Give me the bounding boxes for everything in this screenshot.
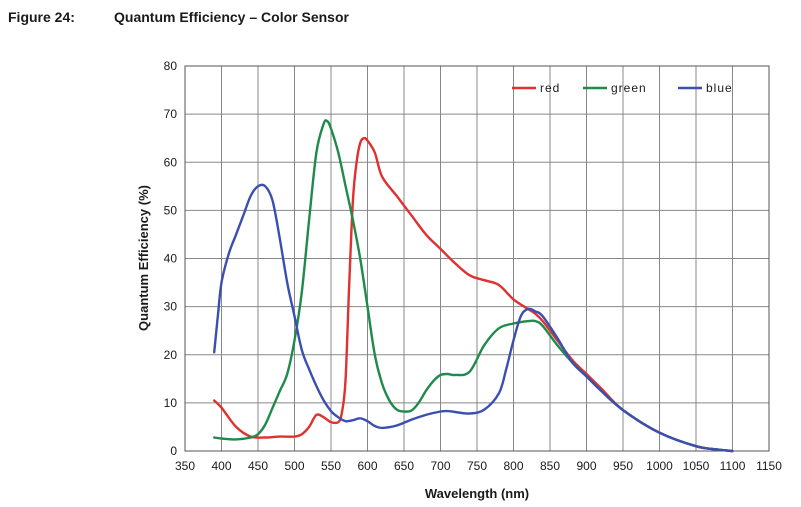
chart-grid	[184, 65, 770, 452]
x-tick-label: 950	[613, 459, 633, 473]
x-tick-label: 500	[284, 459, 304, 473]
x-tick-label: 800	[503, 459, 523, 473]
chart-series	[213, 119, 734, 453]
series-line-red	[213, 136, 734, 453]
y-tick-label: 10	[164, 396, 178, 410]
x-tick-label: 700	[430, 459, 450, 473]
x-tick-label: 350	[175, 459, 195, 473]
figure-label: Figure 24:	[8, 9, 75, 25]
y-tick-label: 0	[170, 444, 177, 458]
legend-label-blue: blue	[706, 81, 733, 95]
x-tick-label: 900	[576, 459, 596, 473]
x-axis-ticks: 350 400 450 500 550 600 650 700 750 800 850 900 950 1…	[175, 459, 782, 473]
x-tick-label: 450	[248, 459, 268, 473]
y-tick-label: 50	[164, 203, 178, 217]
plot-frame	[184, 65, 770, 452]
y-tick-label: 60	[164, 155, 178, 169]
x-axis-title: Wavelength (nm)	[425, 486, 529, 501]
x-tick-label: 1050	[683, 459, 710, 473]
series-line-green	[213, 119, 734, 453]
x-tick-label: 1150	[756, 459, 782, 473]
figure-title: Quantum Efficiency – Color Sensor	[114, 9, 349, 25]
x-tick-label: 750	[467, 459, 487, 473]
x-tick-label: 1000	[646, 459, 673, 473]
y-axis-title: Quantum Efficiency (%)	[136, 185, 151, 331]
y-tick-label: 20	[164, 348, 178, 362]
y-axis-ticks: 0 10 20 30 40 50 60 70 80	[164, 59, 178, 458]
x-tick-label: 1100	[720, 459, 746, 473]
x-tick-label: 600	[357, 459, 377, 473]
y-tick-label: 80	[164, 59, 178, 73]
series-line-blue	[213, 183, 734, 453]
legend-label-green: green	[611, 81, 647, 95]
chart-legend: red green blue	[512, 81, 733, 95]
y-tick-label: 30	[164, 300, 178, 314]
x-tick-label: 550	[321, 459, 341, 473]
legend-label-red: red	[540, 81, 560, 95]
y-tick-label: 70	[164, 107, 178, 121]
y-tick-label: 40	[164, 252, 178, 266]
x-tick-label: 650	[394, 459, 414, 473]
x-tick-label: 400	[211, 459, 231, 473]
x-tick-label: 850	[540, 459, 560, 473]
